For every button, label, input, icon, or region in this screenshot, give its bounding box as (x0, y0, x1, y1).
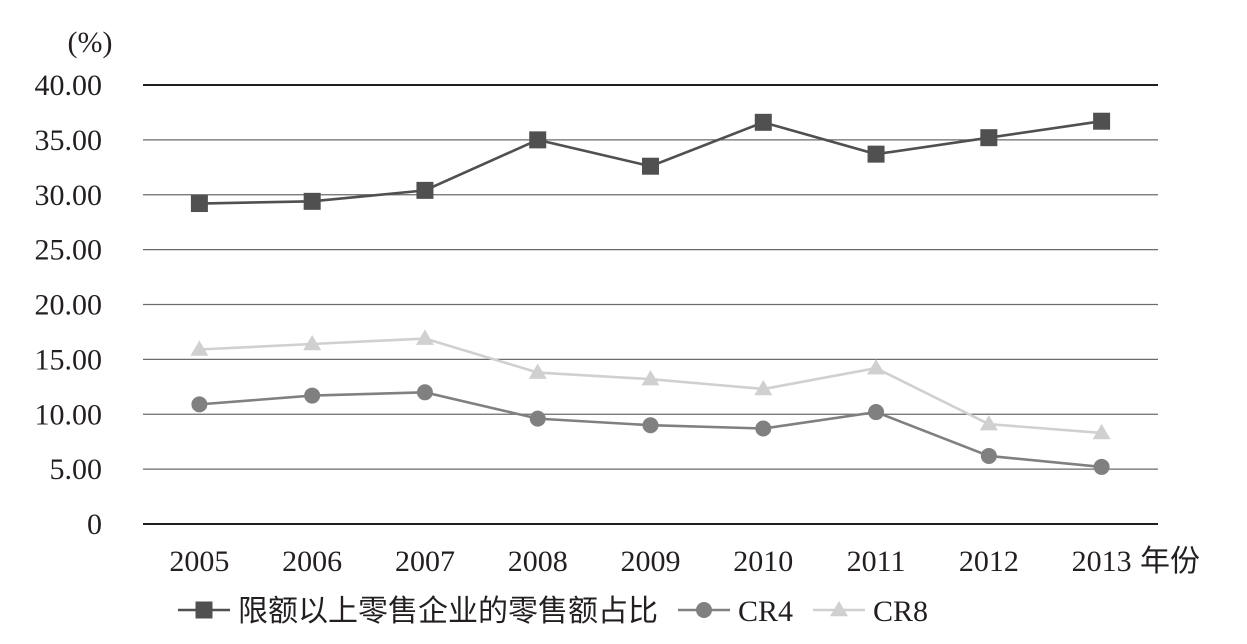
x-tick-label: 2005 (169, 545, 229, 578)
legend-label: CR8 (873, 595, 928, 628)
y-tick-label: 30.00 (35, 179, 103, 212)
data-point (980, 129, 998, 147)
y-tick-label: 35.00 (35, 124, 103, 157)
data-point (190, 195, 208, 213)
legend-marker (830, 601, 849, 617)
data-point (755, 420, 772, 437)
legend-label: 限额以上零售企业的零售额占比 (238, 595, 658, 628)
x-tick-label: 2009 (621, 545, 681, 578)
data-point (1093, 112, 1111, 130)
y-axis-unit-label: (%) (68, 26, 113, 59)
legend-marker (696, 602, 712, 618)
legend-label: CR4 (738, 595, 793, 628)
legend-item: CR8 (813, 595, 928, 628)
y-tick-label: 40.00 (35, 69, 103, 102)
data-point (868, 404, 885, 421)
data-point (642, 157, 659, 175)
data-point (980, 447, 997, 464)
y-axis-ticks: 0 5.00 10.00 15.00 20.00 25.00 30.00 35.00 40.00 (35, 69, 103, 541)
data-point (754, 113, 772, 131)
data-point (528, 363, 547, 379)
legend-item: CR4 (678, 595, 793, 628)
y-tick-label: 0 (87, 508, 102, 541)
x-tick-label: 2010 (733, 545, 793, 578)
series-triangle (190, 329, 1111, 440)
x-tick-label: 2007 (395, 545, 455, 578)
data-point (867, 145, 885, 163)
data-point (303, 192, 321, 210)
legend: 限额以上零售企业的零售额占比 CR4 CR8 (178, 595, 928, 628)
y-tick-label: 15.00 (35, 343, 103, 376)
data-point (529, 131, 547, 149)
data-point (754, 380, 773, 396)
data-point (529, 410, 546, 427)
x-tick-label: 2006 (282, 545, 342, 578)
x-axis-unit-label: 年份 (1140, 545, 1200, 578)
x-tick-label: 2012 (959, 545, 1019, 578)
series-square (190, 112, 1111, 213)
y-tick-label: 10.00 (35, 398, 103, 431)
data-point (190, 340, 209, 356)
x-axis-ticks: 2005 2006 2007 2008 2009 2010 2011 2012 2013 (169, 545, 1131, 578)
data-point (867, 359, 886, 375)
series-circle (191, 384, 1110, 475)
data-point (416, 181, 434, 199)
data-point (303, 335, 322, 351)
x-tick-label: 2011 (847, 545, 906, 578)
y-tick-label: 20.00 (35, 289, 103, 322)
y-tick-label: 25.00 (35, 234, 103, 267)
x-tick-label: 2013 (1072, 545, 1132, 578)
legend-item: 限额以上零售企业的零售额占比 (178, 595, 658, 628)
data-point (304, 387, 321, 404)
data-point (641, 370, 660, 386)
data-point (979, 415, 998, 431)
data-point (1092, 423, 1111, 440)
data-point (415, 329, 434, 345)
data-point (416, 384, 433, 401)
series-group (190, 112, 1111, 475)
data-point (1093, 458, 1110, 475)
data-point (642, 417, 659, 434)
data-point (191, 396, 208, 413)
x-tick-label: 2008 (508, 545, 568, 578)
y-tick-label: 5.00 (50, 453, 103, 486)
legend-marker (195, 601, 213, 619)
